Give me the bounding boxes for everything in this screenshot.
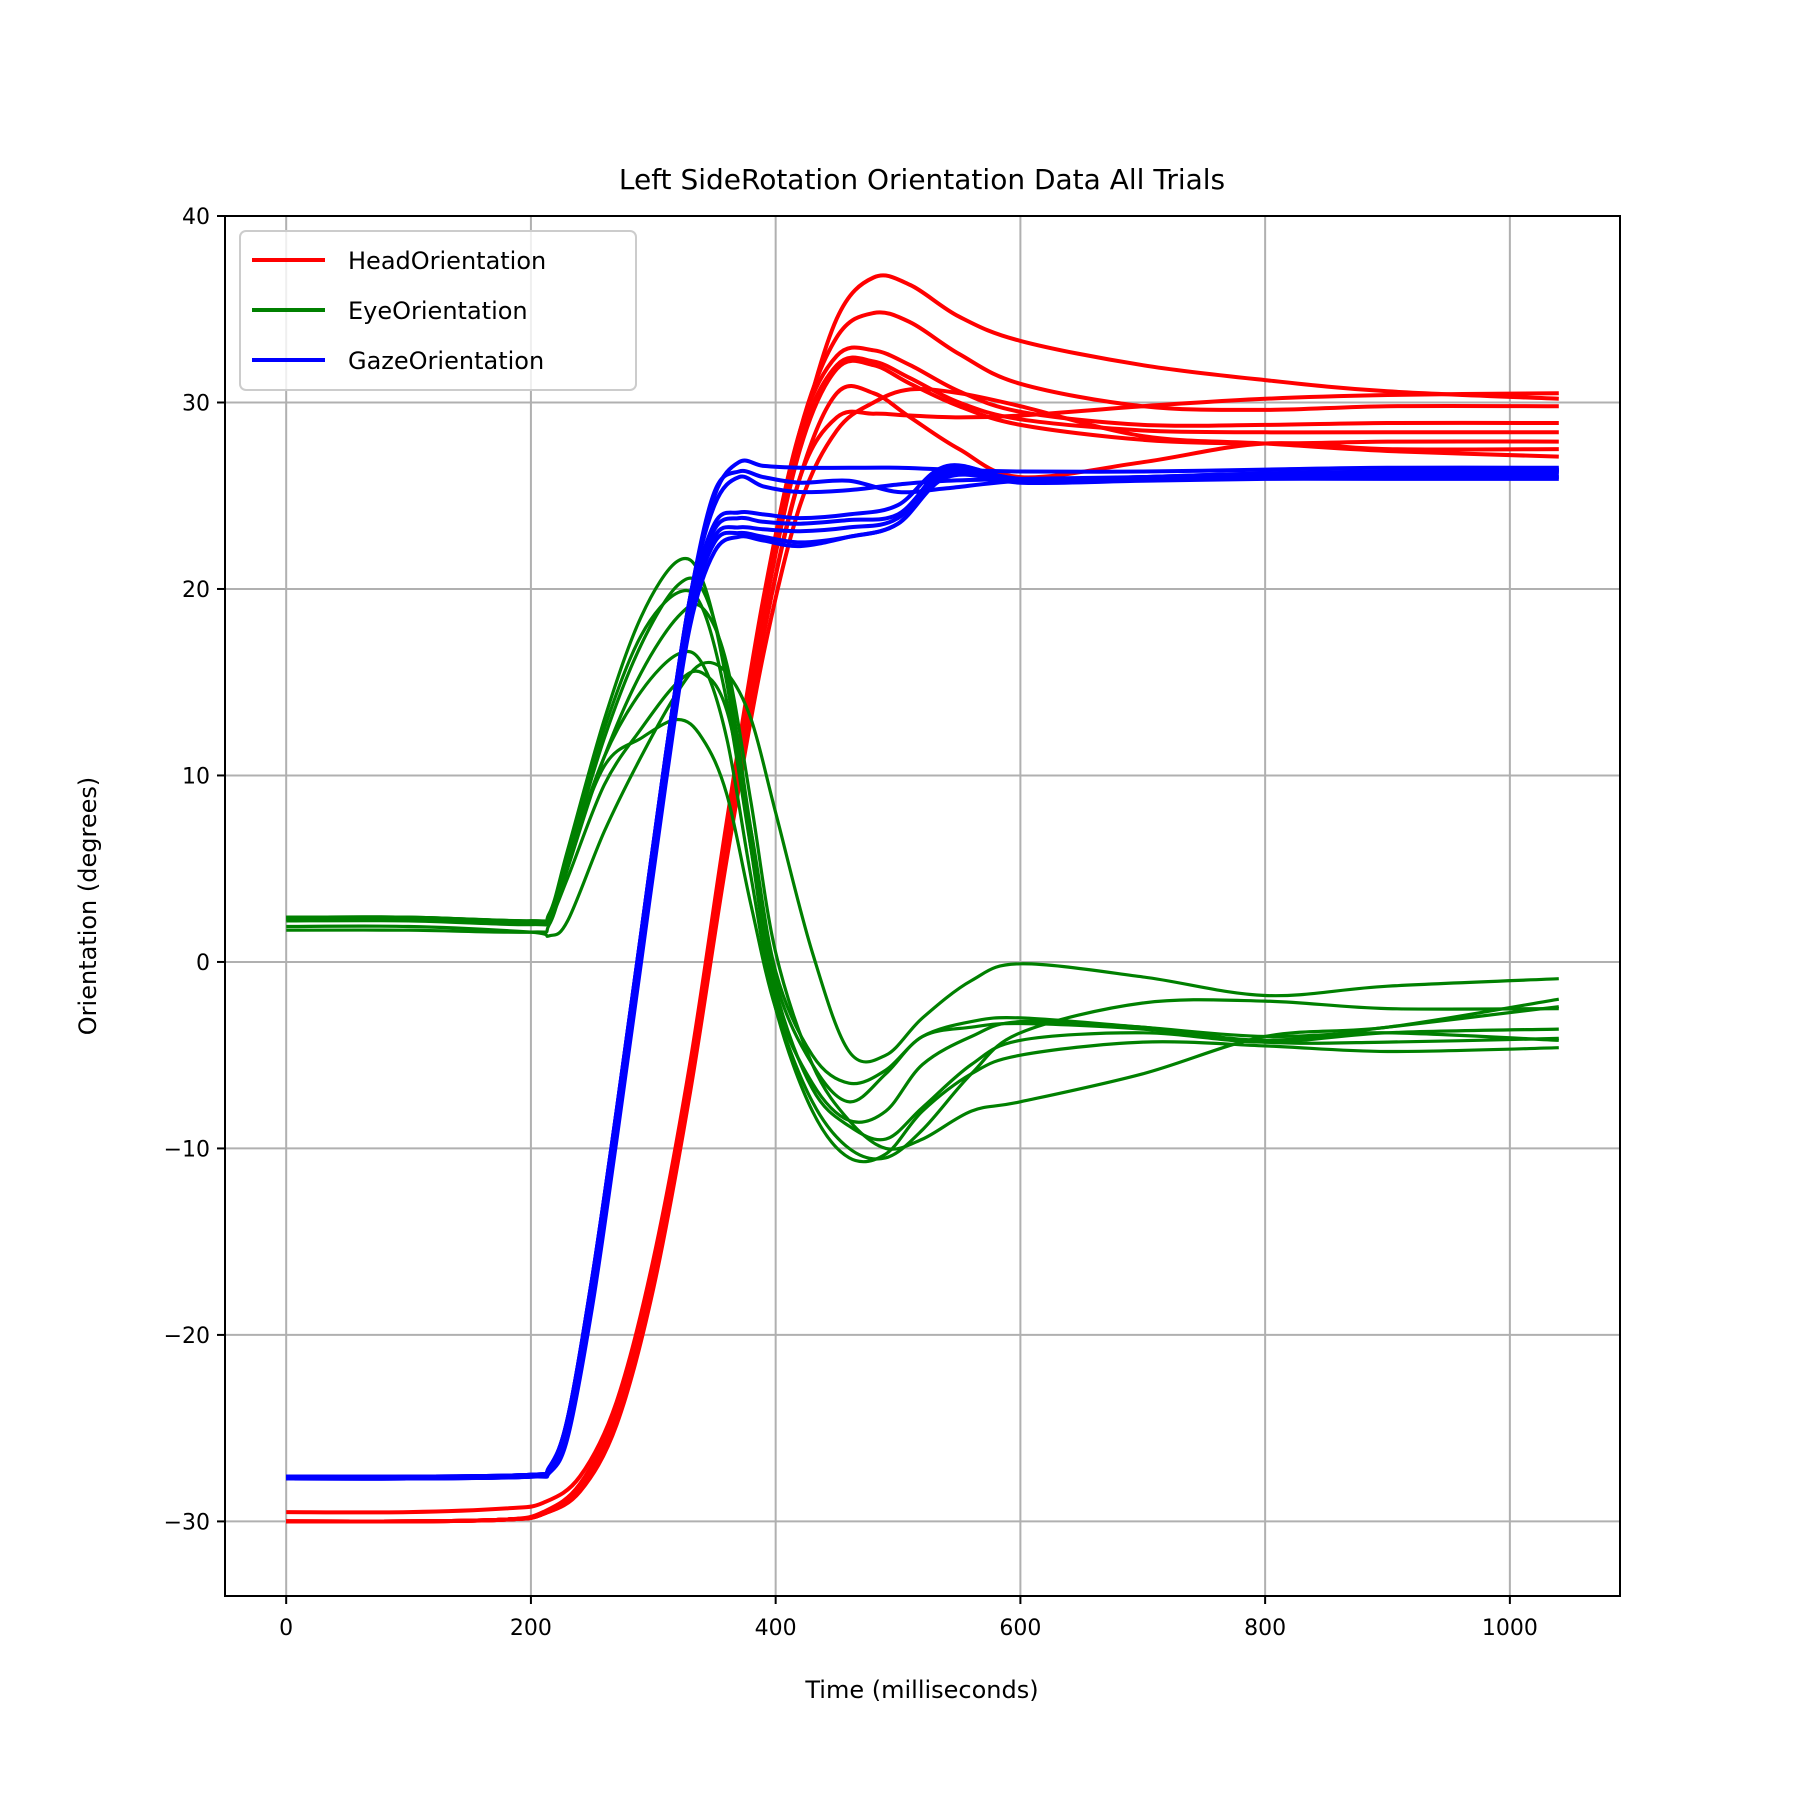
y-tick-label: 20 (182, 578, 210, 603)
series-line-eyeorientation-trial-7 (286, 717, 1559, 1161)
chart-title: Left SideRotation Orientation Data All T… (619, 163, 1225, 196)
plot-frame (224, 215, 1621, 1597)
series-line-eyeorientation-trial-6 (286, 669, 1559, 1086)
legend-box (239, 230, 637, 391)
y-tick-label: −20 (164, 1324, 210, 1349)
x-tick-label: 800 (1244, 1616, 1286, 1641)
x-tick-label: 400 (755, 1616, 797, 1641)
legend-label-head: HeadOrientation (348, 247, 546, 275)
legend: HeadOrientation EyeOrientation GazeOrien… (239, 230, 637, 391)
y-tick-label: 40 (182, 205, 210, 230)
series-line-headorientation-trial-8 (286, 386, 1559, 1524)
y-tick-label: −10 (164, 1137, 210, 1162)
x-tick-label: 200 (510, 1616, 552, 1641)
y-tick-label: 0 (196, 951, 210, 976)
x-tick-label: 600 (999, 1616, 1041, 1641)
y-tick-label: −30 (164, 1510, 210, 1535)
x-tick-label: 1000 (1482, 1616, 1538, 1641)
series-line-eyeorientation-trial-8 (286, 660, 1559, 1064)
x-tick-label: 0 (279, 1616, 293, 1641)
legend-label-gaze: GazeOrientation (348, 347, 544, 375)
y-tick-label: 30 (182, 391, 210, 416)
x-axis-label: Time (milliseconds) (804, 1676, 1038, 1704)
legend-label-eye: EyeOrientation (348, 297, 528, 325)
y-tick-label: 10 (182, 764, 210, 789)
y-axis-label: Orientation (degrees) (74, 777, 102, 1035)
series-line-gazeorientation-trial-8 (286, 469, 1559, 1481)
